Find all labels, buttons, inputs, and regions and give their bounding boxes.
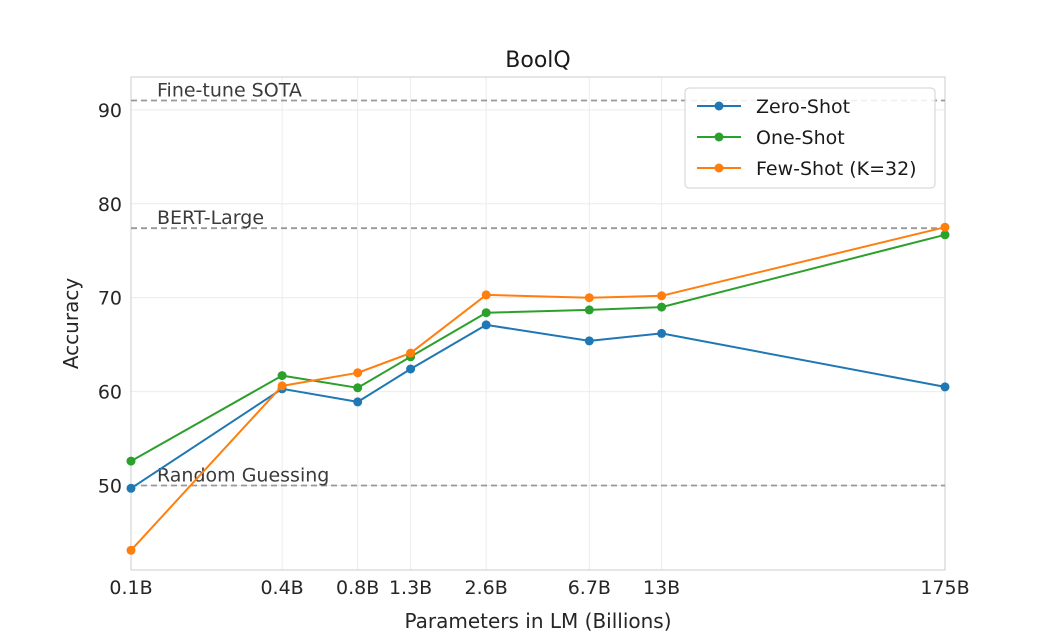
x-tick-label: 2.6B [465, 577, 508, 599]
legend-swatch-marker [714, 163, 724, 173]
data-point [481, 308, 491, 318]
data-point [353, 383, 363, 393]
reference-line-label: Fine-tune SOTA [157, 79, 302, 101]
data-point [126, 456, 136, 466]
x-tick-label: 0.1B [109, 577, 152, 599]
data-point [584, 336, 594, 346]
data-point [940, 382, 950, 392]
y-tick-label: 80 [98, 194, 122, 216]
series-line [130, 226, 946, 551]
data-point [481, 290, 491, 300]
data-point [940, 222, 950, 232]
x-tick-label: 6.7B [568, 577, 611, 599]
legend-label: Zero-Shot [756, 96, 850, 118]
series-line [130, 233, 946, 462]
data-point [657, 328, 667, 338]
data-point [584, 293, 594, 303]
data-point [584, 305, 594, 315]
data-point [406, 348, 416, 358]
plot-frame [130, 76, 946, 571]
x-tick-label: 0.8B [336, 577, 379, 599]
x-tick-label: 0.4B [260, 577, 303, 599]
y-tick-label: 60 [98, 382, 122, 404]
x-tick-label: 13B [643, 577, 680, 599]
y-axis-label: Accuracy [59, 278, 83, 369]
legend-label: Few-Shot (K=32) [756, 158, 917, 180]
data-point [277, 381, 287, 391]
y-tick-label: 50 [98, 475, 122, 497]
data-point [406, 364, 416, 374]
x-tick-label: 175B [920, 577, 969, 599]
data-point [940, 230, 950, 240]
legend-label: One-Shot [756, 127, 845, 149]
x-tick-label: 1.3B [389, 577, 432, 599]
legend-swatch-marker [714, 101, 724, 111]
data-point [657, 302, 667, 312]
x-axis-label: Parameters in LM (Billions) [404, 609, 671, 633]
data-point [126, 483, 136, 493]
legend-swatch-marker [714, 132, 724, 142]
series-line [130, 323, 946, 490]
data-point [277, 371, 287, 381]
data-point [657, 291, 667, 301]
reference-line-label: BERT-Large [157, 207, 264, 229]
y-tick-label: 90 [98, 100, 122, 122]
chart-title: BoolQ [505, 48, 570, 73]
y-tick-label: 70 [98, 288, 122, 310]
data-point [126, 545, 136, 555]
data-point [353, 397, 363, 407]
data-point [353, 368, 363, 378]
data-point [481, 320, 491, 330]
legend-box [684, 87, 936, 189]
reference-line-label: Random Guessing [157, 464, 329, 486]
